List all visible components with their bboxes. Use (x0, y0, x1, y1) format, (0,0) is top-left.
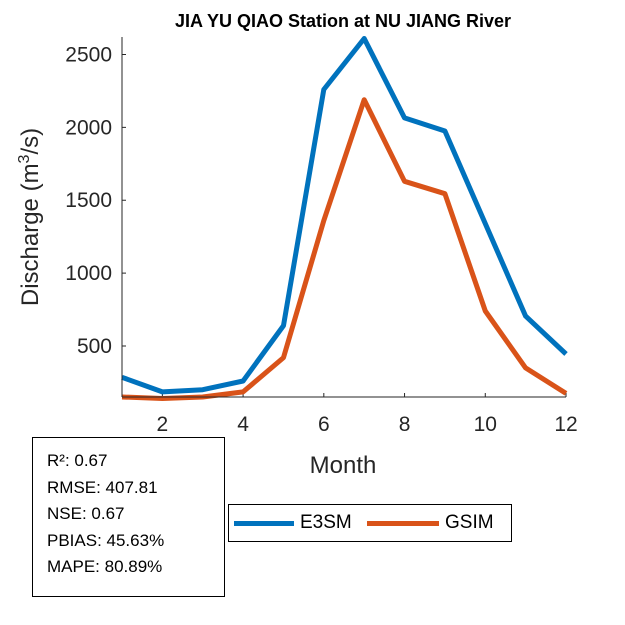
axis-ticks (122, 53, 567, 397)
series-line-e3sm (121, 36, 568, 395)
legend-swatch-e3sm (234, 520, 294, 526)
legend-swatch-gsim (367, 520, 439, 526)
y-tick-label-1500: 1500 (65, 189, 112, 212)
y-axis-label-suffix: /s) (17, 128, 44, 155)
stat-r2: R²: 0.67 (47, 451, 108, 470)
legend-item-e3sm: E3SM (234, 505, 352, 541)
plot-area (122, 37, 566, 397)
y-tick-label-1000: 1000 (65, 262, 112, 285)
x-tick-label-12: 12 (554, 413, 577, 436)
legend-label-e3sm: E3SM (300, 512, 352, 533)
stat-nse: NSE: 0.67 (47, 504, 125, 523)
y-tick-label-2500: 2500 (65, 43, 112, 66)
stat-mape: MAPE: 80.89% (47, 557, 163, 576)
y-axis-label-main: Discharge (m (17, 163, 44, 306)
legend-item-gsim: GSIM (367, 505, 494, 541)
y-tick-label-500: 500 (77, 335, 112, 358)
x-tick-labels: 2 4 6 8 10 12 (157, 413, 578, 436)
legend: E3SM GSIM (228, 504, 512, 542)
y-axis-label: Discharge (m3/s) (16, 128, 44, 306)
x-tick-label-2: 2 (157, 413, 169, 436)
legend-label-gsim: GSIM (445, 512, 494, 533)
stat-rmse: RMSE: 407.81 (47, 477, 158, 497)
y-tick-labels: 500 1000 1500 2000 2500 (65, 43, 112, 357)
y-axis-label-sup: 3 (16, 154, 33, 163)
x-tick-label-6: 6 (318, 413, 330, 436)
x-tick-label-4: 4 (237, 413, 249, 436)
x-tick-label-8: 8 (399, 413, 411, 436)
chart-title: JIA YU QIAO Station at NU JIANG River (175, 11, 511, 31)
stat-pbias: PBIAS: 45.63% (47, 530, 165, 550)
y-tick-label-2000: 2000 (65, 116, 112, 139)
x-axis-label: Month (310, 452, 377, 479)
x-tick-label-10: 10 (474, 413, 497, 436)
stats-box: R²: 0.67 RMSE: 407.81 NSE: 0.67 PBIAS: 4… (32, 437, 225, 597)
